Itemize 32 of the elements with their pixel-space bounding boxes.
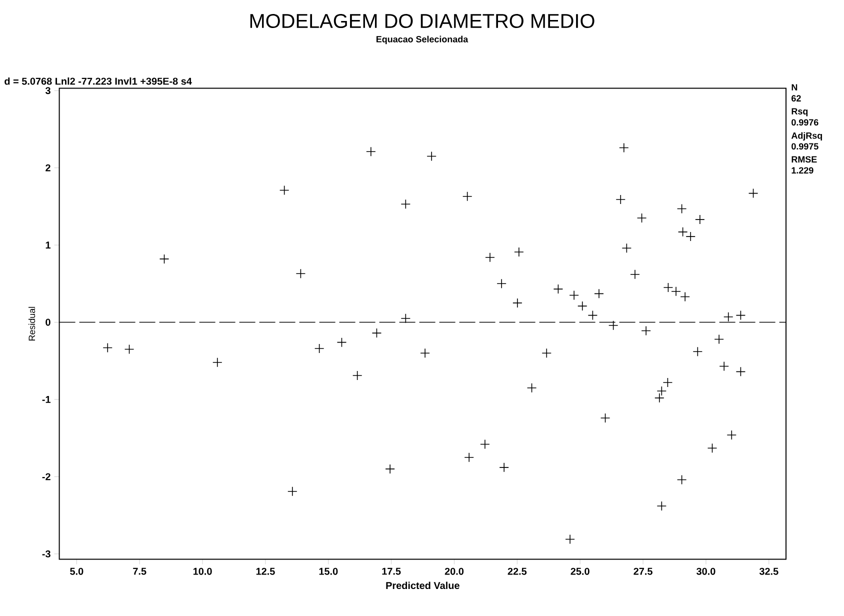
chart-subtitle: Equacao Selecionada [376,36,468,44]
text: RMSE [792,156,817,163]
text: 62 [792,95,801,102]
y-tick-label: 0 [46,318,50,326]
x-tick-label: 12.5 [256,568,275,575]
y-tick-label: 3 [45,87,50,94]
y-tick-label: 2 [46,164,50,172]
x-axis-title: Predicted Value [386,582,460,590]
text: Rsq [792,108,808,116]
chart-title: MODELAGEM DO DIAMETRO MEDIO [250,14,594,28]
text: d = 5.0768 Lnl2 -77.223 Invl1 +395E-8 s4 [4,77,192,85]
x-tick-label: 7.5 [133,568,146,575]
y-axis-title: Residual [28,306,36,341]
text: N [792,84,798,90]
text: 0.9976 [792,119,818,126]
y-tick-label: -2 [42,473,50,480]
x-tick-label: 27.5 [634,568,652,575]
x-tick-label: 5.0 [70,568,84,575]
y-tick-label: 1 [46,242,51,248]
x-tick-label: 10.0 [193,568,212,575]
x-tick-label: 32.5 [759,568,778,575]
x-tick-label: 20.0 [444,568,464,575]
text: AdjRsq [791,132,822,141]
x-tick-label: 15.0 [319,568,338,575]
x-tick-label: 25.0 [570,568,590,575]
y-tick-label: -3 [42,550,50,558]
text: 0.9975 [792,143,818,150]
text: 1.229 [792,167,814,174]
x-tick-label: 30.0 [696,568,716,575]
y-tick-label: -1 [42,396,51,403]
x-tick-label: 22.5 [508,568,527,575]
x-tick-label: 17.5 [382,568,401,575]
